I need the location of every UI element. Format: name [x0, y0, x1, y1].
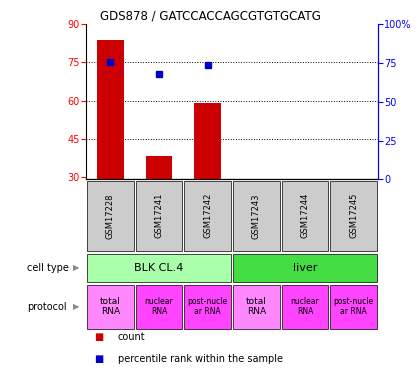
Text: GSM17245: GSM17245 [349, 193, 358, 238]
Text: GSM17242: GSM17242 [203, 193, 212, 238]
Text: liver: liver [293, 263, 317, 273]
Text: GDS878 / GATCCACCAGCGTGTGCATG: GDS878 / GATCCACCAGCGTGTGCATG [100, 9, 320, 22]
Text: ■: ■ [94, 354, 104, 364]
Bar [330, 181, 377, 251]
Bar [87, 181, 134, 251]
Text: GSM17228: GSM17228 [106, 193, 115, 238]
Text: GSM17241: GSM17241 [155, 193, 163, 238]
Bar [97, 40, 124, 179]
Text: count: count [118, 332, 145, 342]
Bar [194, 103, 221, 179]
Bar [146, 156, 173, 179]
Text: post-nucle
ar RNA: post-nucle ar RNA [333, 297, 374, 316]
Text: protocol: protocol [27, 302, 67, 312]
Text: total
RNA: total RNA [246, 297, 267, 316]
Bar [87, 254, 231, 282]
Text: cell type: cell type [27, 263, 69, 273]
Bar [184, 181, 231, 251]
Bar [282, 285, 328, 328]
Bar [87, 285, 134, 328]
Text: post-nucle
ar RNA: post-nucle ar RNA [188, 297, 228, 316]
Text: GSM17243: GSM17243 [252, 193, 261, 238]
Bar [233, 254, 377, 282]
Bar [184, 285, 231, 328]
Bar [233, 181, 280, 251]
Text: nuclear
RNA: nuclear RNA [291, 297, 319, 316]
Text: nuclear
RNA: nuclear RNA [145, 297, 173, 316]
Text: ▶: ▶ [74, 302, 80, 311]
Bar [136, 181, 182, 251]
Bar [136, 285, 182, 328]
Text: percentile rank within the sample: percentile rank within the sample [118, 354, 283, 364]
Text: ▶: ▶ [74, 263, 80, 272]
Text: ■: ■ [94, 332, 104, 342]
Text: BLK CL.4: BLK CL.4 [134, 263, 184, 273]
Text: GSM17244: GSM17244 [301, 193, 310, 238]
Bar [330, 285, 377, 328]
Text: total
RNA: total RNA [100, 297, 121, 316]
Bar [282, 181, 328, 251]
Bar [233, 285, 280, 328]
